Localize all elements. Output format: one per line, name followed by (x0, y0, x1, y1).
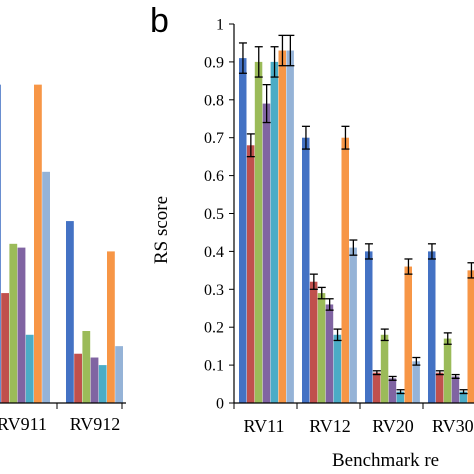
panel-b-y-tick-label: 0.4 (204, 244, 224, 261)
panel-a-bar (82, 330, 91, 403)
panel-b-error-bar (388, 375, 397, 381)
panel-b-y-tick-label: 0.7 (204, 130, 224, 147)
panel-a-bar (107, 251, 115, 403)
panel-b-y-tick-label: 1 (216, 17, 224, 34)
panel-a-x-tick-label: RV912 (70, 414, 121, 434)
panel-a-bar (17, 247, 26, 403)
panel-b-x-tick-label: RV20 (372, 416, 414, 436)
panel-b-y-ticks: 0 0.1 0.2 0.3 0.4 0.5 0.6 0.7 0.8 0.9 1 (204, 17, 234, 413)
panel-a-x-ticks: RV911 RV912 (0, 403, 123, 434)
panel-b-x-tick-label: RV11 (244, 416, 285, 436)
panel-b-bar (254, 61, 263, 404)
panel-b-bar (278, 50, 286, 403)
panel-b-bar (309, 281, 318, 403)
panel-b-bar (325, 304, 334, 403)
panel-a-bar (115, 346, 123, 403)
panel-b-bar (333, 334, 342, 403)
panel-b-error-bar (270, 46, 279, 78)
panel-b-bar (412, 361, 420, 403)
panel-b-error-bar (412, 356, 421, 366)
panel-b-bar (435, 372, 444, 403)
panel-b-error-bar (309, 273, 318, 290)
panel-b-bar (262, 103, 271, 403)
panel-a-bar (98, 365, 107, 403)
panel-a-bar (0, 84, 1, 403)
panel-b-y-tick-label: 0.9 (204, 54, 224, 71)
panel-b-error-bar (349, 239, 358, 256)
panel-b-x-tick-label: RV30 (432, 416, 474, 436)
panel-b-error-bar (435, 370, 444, 376)
panel-b-label: b (150, 2, 169, 40)
panel-b-bar (404, 266, 412, 403)
panel-b-error-bar (286, 34, 295, 67)
panel-b-x-axis-title: Benchmark re (332, 450, 439, 471)
panel-b-bar (317, 293, 326, 403)
panel-b-error-bar (372, 370, 381, 376)
panel-b-error-bar (404, 258, 413, 275)
panel-a-bar (42, 171, 50, 403)
panel-b-error-bars (238, 34, 474, 395)
panel-b-bar (396, 391, 405, 403)
panel-a-bar (90, 357, 99, 403)
panel-a-bar (25, 334, 34, 403)
panel-b-bar (451, 376, 460, 403)
panel-b-error-bar (262, 83, 271, 124)
panel-b-y-tick-label: 0.3 (204, 282, 224, 299)
panel-b-error-bar (325, 298, 334, 311)
panel-a-bar (66, 221, 74, 403)
panel-b-bar (467, 270, 474, 403)
panel-b-bar (286, 50, 294, 403)
panel-b-error-bar (254, 46, 263, 78)
panel-b-error-bar (301, 125, 310, 150)
panel-b-error-bar (380, 328, 389, 342)
panel-b-error-bar (451, 373, 460, 380)
panel-b-bar (388, 378, 397, 403)
panel-b-x-ticks: RV11 RV12 RV20 RV30 (233, 403, 474, 436)
panel-a-bar (1, 293, 10, 403)
panel-b-bar (459, 391, 468, 403)
panel-b-bar (246, 145, 255, 403)
panel-a-chart: RV911 RV912 (0, 84, 126, 434)
panel-b-y-tick-label: 0 (216, 396, 224, 413)
panel-b-error-bar (278, 34, 287, 67)
panel-b-bar (270, 61, 279, 404)
panel-b-error-bar (317, 286, 326, 300)
panel-b-bar (443, 338, 452, 403)
panel-b-bar (380, 334, 389, 403)
panel-b-bar (239, 58, 247, 404)
panel-b-bar (349, 247, 357, 403)
panel-b-y-tick-label: 0.1 (204, 358, 224, 375)
panel-b-error-bar (396, 389, 405, 395)
panel-b-bar (428, 251, 436, 403)
panel-b-y-tick-label: 0.6 (204, 168, 224, 185)
panel-b-y-tick-label: 0.2 (204, 320, 224, 337)
panel-b-error-bar (427, 243, 436, 260)
panel-b-bars (239, 50, 474, 404)
panel-a-bar (34, 84, 42, 403)
panel-b-error-bar (246, 133, 255, 158)
panel-b-error-bar (341, 125, 350, 150)
panel-b-error-bar (238, 42, 247, 74)
panel-b-error-bar (467, 262, 474, 279)
panel-b-bar (341, 137, 349, 403)
panel-b-y-tick-label: 0.8 (204, 92, 224, 109)
panel-b-y-tick-label: 0.5 (204, 206, 224, 223)
panel-b-bar (365, 251, 373, 403)
panel-a-bar (9, 243, 18, 403)
panel-b-x-tick-label: RV12 (309, 416, 351, 436)
panel-b-bar (372, 372, 381, 403)
panel-a-x-tick-label: RV911 (0, 414, 47, 434)
panel-b-chart: b 0 0.1 0.2 0.3 0.4 0.5 0.6 0.7 0.8 0.9 1 RV11 RV12… (150, 2, 474, 471)
panel-b-error-bar (333, 328, 342, 342)
panel-b-error-bar (443, 332, 452, 345)
panel-a-bars (0, 84, 123, 403)
panel-b-y-axis-title: RS score (151, 196, 172, 264)
panel-b-error-bar (459, 389, 468, 395)
panel-a-bar (74, 353, 82, 403)
panel-b-bar (302, 137, 310, 403)
panel-b-error-bar (364, 243, 373, 260)
